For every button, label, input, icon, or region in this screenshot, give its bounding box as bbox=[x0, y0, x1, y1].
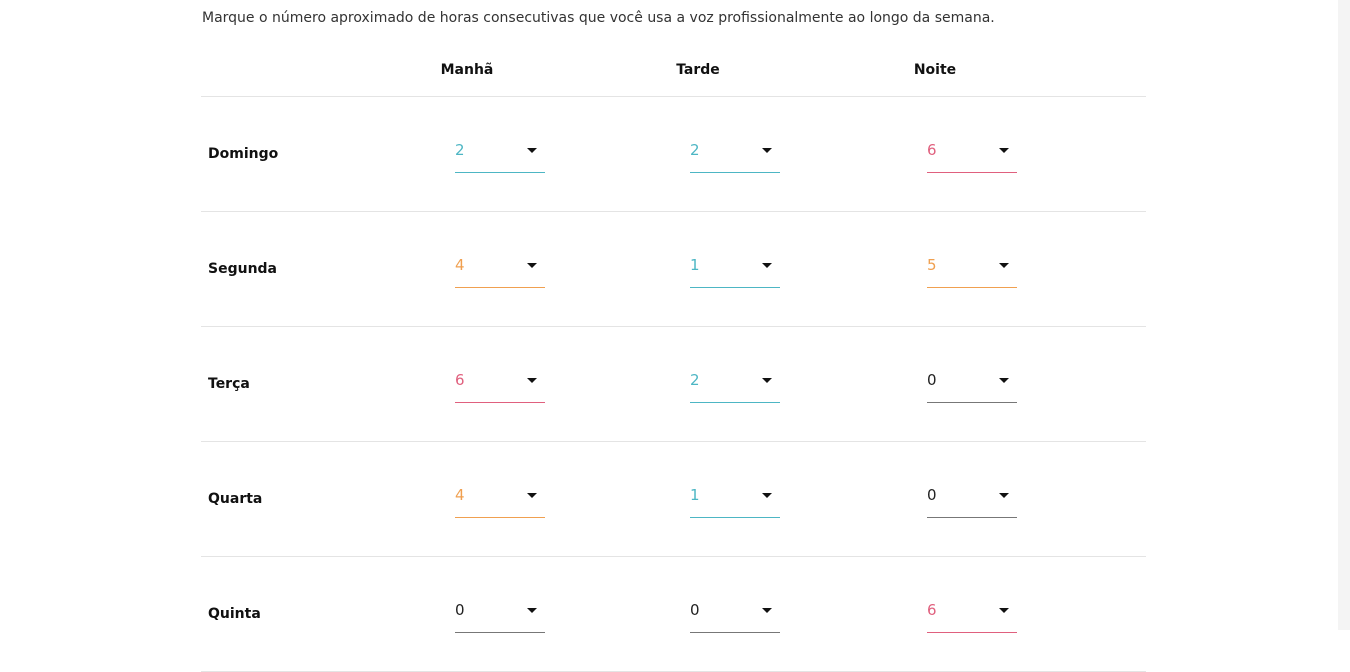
hours-select-manha[interactable]: 6 bbox=[455, 357, 545, 403]
caret-down-icon bbox=[527, 608, 537, 613]
selected-hours-value: 2 bbox=[690, 141, 700, 159]
caret-down-icon bbox=[527, 263, 537, 268]
column-header-noite: Noite bbox=[913, 62, 957, 78]
hours-select-manha[interactable]: 4 bbox=[455, 242, 545, 288]
caret-down-icon bbox=[762, 378, 772, 383]
selected-hours-value: 0 bbox=[927, 486, 937, 504]
selected-hours-value: 2 bbox=[690, 371, 700, 389]
caret-down-icon bbox=[762, 148, 772, 153]
table-row: Segunda 4 1 5 bbox=[201, 212, 1146, 327]
column-header-manha: Manhã bbox=[440, 62, 494, 78]
caret-down-icon bbox=[527, 378, 537, 383]
selected-hours-value: 0 bbox=[455, 601, 465, 619]
caret-down-icon bbox=[999, 378, 1009, 383]
caret-down-icon bbox=[527, 493, 537, 498]
selected-hours-value: 5 bbox=[927, 256, 937, 274]
hours-select-manha[interactable]: 4 bbox=[455, 472, 545, 518]
row-label-day: Terça bbox=[208, 376, 250, 392]
caret-down-icon bbox=[762, 493, 772, 498]
selected-hours-value: 1 bbox=[690, 486, 700, 504]
selected-hours-value: 6 bbox=[927, 601, 937, 619]
selected-hours-value: 0 bbox=[927, 371, 937, 389]
hours-select-noite[interactable]: 6 bbox=[927, 587, 1017, 633]
column-header-tarde: Tarde bbox=[676, 62, 720, 78]
table-row: Domingo 2 2 6 bbox=[201, 97, 1146, 212]
row-label-day: Segunda bbox=[208, 261, 278, 277]
hours-select-tarde[interactable]: 2 bbox=[690, 127, 780, 173]
caret-down-icon bbox=[999, 148, 1009, 153]
selected-hours-value: 0 bbox=[690, 601, 700, 619]
selected-hours-value: 4 bbox=[455, 256, 465, 274]
caret-down-icon bbox=[999, 493, 1009, 498]
hours-select-noite[interactable]: 0 bbox=[927, 357, 1017, 403]
table-row: Quinta 0 0 6 bbox=[201, 557, 1146, 672]
question-instruction: Marque o número aproximado de horas cons… bbox=[202, 10, 995, 26]
hours-select-tarde[interactable]: 2 bbox=[690, 357, 780, 403]
selected-hours-value: 6 bbox=[927, 141, 937, 159]
scrollbar-track[interactable] bbox=[1338, 0, 1350, 630]
caret-down-icon bbox=[527, 148, 537, 153]
hours-select-manha[interactable]: 2 bbox=[455, 127, 545, 173]
hours-select-tarde[interactable]: 1 bbox=[690, 242, 780, 288]
hours-select-noite[interactable]: 0 bbox=[927, 472, 1017, 518]
row-label-day: Quarta bbox=[208, 491, 263, 507]
selected-hours-value: 4 bbox=[455, 486, 465, 504]
selected-hours-value: 2 bbox=[455, 141, 465, 159]
caret-down-icon bbox=[999, 608, 1009, 613]
grid-header-row: Manhã Tarde Noite bbox=[201, 0, 1146, 97]
caret-down-icon bbox=[762, 608, 772, 613]
table-row: Quarta 4 1 0 bbox=[201, 442, 1146, 557]
hours-select-tarde[interactable]: 0 bbox=[690, 587, 780, 633]
hours-select-tarde[interactable]: 1 bbox=[690, 472, 780, 518]
row-label-day: Domingo bbox=[208, 146, 279, 162]
caret-down-icon bbox=[999, 263, 1009, 268]
selected-hours-value: 6 bbox=[455, 371, 465, 389]
table-row: Terça 6 2 0 bbox=[201, 327, 1146, 442]
row-label-day: Quinta bbox=[208, 606, 261, 622]
hours-select-noite[interactable]: 6 bbox=[927, 127, 1017, 173]
hours-select-manha[interactable]: 0 bbox=[455, 587, 545, 633]
caret-down-icon bbox=[762, 263, 772, 268]
selected-hours-value: 1 bbox=[690, 256, 700, 274]
hours-select-noite[interactable]: 5 bbox=[927, 242, 1017, 288]
